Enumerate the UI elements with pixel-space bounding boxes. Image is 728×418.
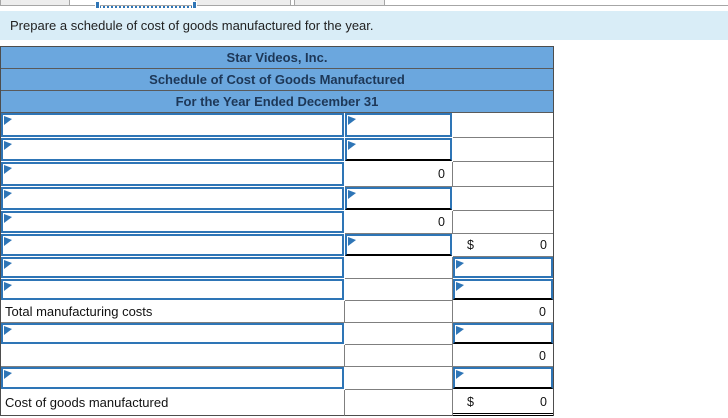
schedule-row — [1, 187, 553, 211]
empty-cell — [345, 257, 453, 279]
sheet-cell-fragment — [0, 0, 70, 6]
empty-cell — [453, 162, 553, 187]
empty-cell — [345, 301, 453, 323]
dropdown-flag-icon — [4, 165, 12, 174]
row-label-cell: Cost of goods manufactured — [1, 390, 345, 416]
amount-input-cell[interactable] — [453, 257, 553, 278]
computed-value-cell: 0 — [345, 211, 453, 234]
amount-input-cell[interactable] — [453, 367, 553, 389]
dropdown-flag-icon — [348, 190, 356, 199]
schedule-row — [1, 367, 553, 390]
currency-symbol: $ — [467, 238, 474, 252]
schedule-row: Cost of goods manufactured $ 0 — [1, 390, 553, 416]
dropdown-flag-icon — [4, 370, 12, 379]
account-select-cell[interactable] — [1, 187, 344, 210]
schedule-row: 0 — [1, 345, 553, 367]
empty-cell — [1, 345, 345, 367]
sheet-row-border — [0, 5, 728, 6]
schedule-row — [1, 323, 553, 345]
schedule-row: 0 — [1, 211, 553, 234]
computed-value: 0 — [540, 394, 547, 409]
selection-handle-icon[interactable] — [192, 1, 197, 9]
computed-total-cell: $ 0 — [453, 390, 553, 416]
dropdown-flag-icon — [4, 282, 12, 291]
account-select-cell[interactable] — [1, 367, 344, 389]
schedule-row — [1, 279, 553, 301]
currency-symbol: $ — [467, 394, 474, 409]
schedule-period-header: For the Year Ended December 31 — [1, 91, 553, 113]
computed-value: 0 — [438, 167, 445, 181]
amount-input-cell[interactable] — [345, 113, 452, 137]
dropdown-flag-icon — [348, 141, 356, 150]
computed-total-cell: $ 0 — [453, 234, 553, 257]
empty-cell — [345, 390, 453, 416]
amount-input-cell[interactable] — [345, 187, 452, 210]
account-select-cell[interactable] — [1, 138, 344, 161]
empty-cell — [453, 187, 553, 211]
account-select-cell[interactable] — [1, 279, 344, 300]
empty-cell — [453, 113, 553, 138]
dropdown-flag-icon — [4, 260, 12, 269]
account-select-cell[interactable] — [1, 211, 344, 233]
computed-value-cell: 0 — [453, 301, 553, 323]
selection-handle-icon[interactable] — [95, 1, 100, 9]
empty-cell — [345, 367, 453, 390]
row-label: Cost of goods manufactured — [5, 395, 169, 410]
dropdown-flag-icon — [456, 282, 464, 291]
schedule-row — [1, 138, 553, 162]
dropdown-flag-icon — [456, 260, 464, 269]
dropdown-flag-icon — [4, 237, 12, 246]
dropdown-flag-icon — [4, 141, 12, 150]
spreadsheet-edge-strip — [0, 0, 728, 11]
schedule-row: $ 0 — [1, 234, 553, 257]
computed-value: 0 — [540, 238, 547, 252]
computed-value: 0 — [539, 348, 546, 363]
account-select-cell[interactable] — [1, 113, 344, 137]
row-label-cell: Total manufacturing costs — [1, 301, 345, 323]
dropdown-flag-icon — [4, 326, 12, 335]
dropdown-flag-icon — [456, 370, 464, 379]
dropdown-flag-icon — [456, 326, 464, 335]
computed-value: 0 — [539, 304, 546, 319]
empty-cell — [345, 345, 453, 367]
account-select-cell[interactable] — [1, 234, 344, 256]
sheet-cell-fragment — [294, 0, 385, 6]
instruction-banner: Prepare a schedule of cost of goods manu… — [0, 11, 728, 40]
dropdown-flag-icon — [4, 116, 12, 125]
amount-input-cell[interactable] — [453, 279, 553, 300]
instruction-text: Prepare a schedule of cost of goods manu… — [10, 18, 374, 33]
dropdown-flag-icon — [348, 237, 356, 246]
schedule-row — [1, 257, 553, 279]
dropdown-flag-icon — [4, 214, 12, 223]
amount-input-cell[interactable] — [453, 323, 553, 344]
schedule-title-header: Schedule of Cost of Goods Manufactured — [1, 69, 553, 91]
row-label: Total manufacturing costs — [5, 304, 153, 319]
empty-cell — [345, 323, 453, 345]
account-select-cell[interactable] — [1, 162, 344, 186]
account-select-cell[interactable] — [1, 323, 344, 344]
computed-value: 0 — [438, 215, 445, 229]
empty-cell — [453, 138, 553, 162]
schedule-row: Total manufacturing costs 0 — [1, 301, 553, 323]
schedule-row: 0 — [1, 162, 553, 187]
schedule-company-header: Star Videos, Inc. — [1, 47, 553, 69]
schedule-table: Star Videos, Inc. Schedule of Cost of Go… — [0, 46, 554, 416]
dropdown-flag-icon — [348, 116, 356, 125]
schedule-row — [1, 113, 553, 138]
amount-input-cell[interactable] — [345, 234, 452, 256]
account-select-cell[interactable] — [1, 257, 344, 278]
cell-selection-border[interactable] — [99, 6, 193, 8]
amount-input-cell[interactable] — [345, 138, 452, 161]
dropdown-flag-icon — [4, 190, 12, 199]
computed-value-cell: 0 — [345, 162, 453, 187]
computed-value-cell: 0 — [453, 345, 553, 367]
empty-cell — [345, 279, 453, 301]
empty-cell — [453, 211, 553, 234]
